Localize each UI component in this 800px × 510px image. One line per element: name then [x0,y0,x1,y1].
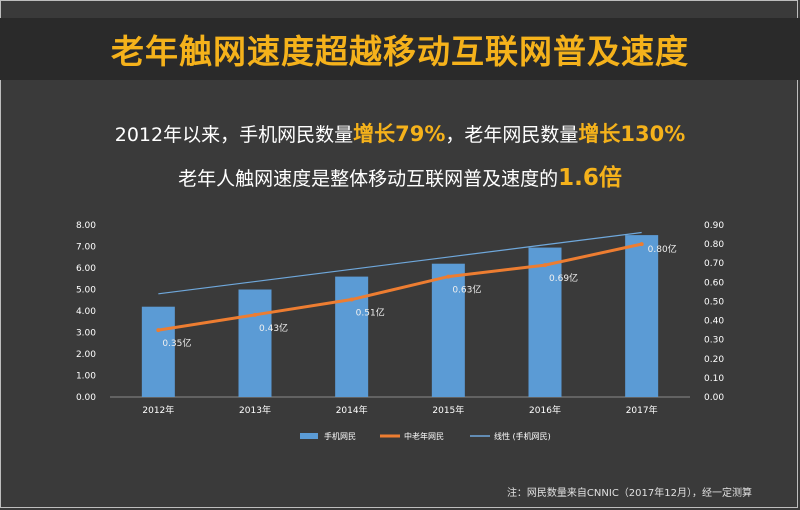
y-left-tick-label: 6.00 [76,264,96,274]
y-left-tick-label: 7.00 [76,243,96,253]
y-left-tick-label: 0.00 [76,393,96,403]
y-right-tick-label: 0.50 [704,297,724,307]
combo-chart: 0.00 1.00 2.00 3.00 4.00 5.00 6.00 7.00 8.00 0.00… [76,221,724,441]
x-tick-label: 2012年 [142,404,174,416]
subtitle-text-a: 2012年以来，手机网民数量 [114,124,354,146]
y-right-tick-label: 0.90 [704,221,724,231]
elder-netizens-point [349,297,354,302]
legend-swatch-mobile [300,433,318,439]
legend-label: 手机网民 [324,431,356,441]
bar-mobile-netizens [431,263,465,397]
highlight-ratio: 1.6倍 [558,165,622,191]
highlight-mobile-growth: 增长79% [353,122,446,146]
x-tick-label: 2015年 [432,404,464,416]
y-left-tick-label: 1.00 [76,372,96,382]
y-right-tick-label: 0.00 [704,393,724,403]
source-note: 注：网民数量来自CNNIC（2017年12月），经一定测算 [506,488,752,499]
trend-line [158,231,642,295]
bar-mobile-netizens [238,289,272,397]
y-left-tick-label: 5.00 [76,286,96,296]
y-left-tick-label: 3.00 [76,329,96,339]
y-left-tick-label: 4.00 [76,307,96,317]
elder-netizens-line [158,242,642,332]
x-tick-label: 2016年 [529,404,561,416]
bar-mobile-netizens [528,247,562,397]
elder-netizens-point [253,312,257,317]
data-label: 0.80亿 [648,243,677,255]
y-right-tick-label: 0.30 [704,336,724,346]
x-tick-label: 2017年 [626,404,658,416]
y-left-tick-label: 2.00 [76,350,96,360]
elder-netizens-point [543,263,547,268]
data-label: 0.51亿 [356,307,385,319]
elder-netizens-point [446,274,451,279]
x-tick-label: 2013年 [239,404,271,416]
y-right-tick-label: 0.40 [704,317,724,327]
subtitle-line-2: 老年人触网速度是整体移动互联网普及速度的1.6倍 [0,158,800,192]
y-left-tick-label: 8.00 [76,221,96,231]
page-title: 老年触网速度超越移动互联网普及速度 [111,32,689,71]
y-right-tick-label: 0.60 [704,278,724,288]
title-band: 老年触网速度超越移动互联网普及速度 [0,18,800,80]
subtitle-line-1: 2012年以来，手机网民数量增长79%，老年网民数量增长130% [0,118,800,148]
data-label: 0.69亿 [549,272,578,284]
legend-label: 中老年网民 [404,431,444,441]
y-right-tick-label: 0.80 [704,240,724,250]
bar-mobile-netizens [141,306,175,397]
subtitle-text-b: ，老年网民数量 [445,124,579,146]
data-label: 0.43亿 [259,322,288,334]
y-right-tick-label: 0.20 [704,355,724,365]
y-right-tick-label: 0.10 [704,374,724,384]
bar-mobile-netizens [625,235,659,397]
data-label: 0.35亿 [162,337,191,349]
bar-mobile-netizens [335,276,369,397]
x-tick-label: 2014年 [336,404,368,416]
y-right-tick-label: 0.70 [704,259,724,269]
elder-netizens-point [639,242,644,247]
subtitle-text-c: 老年人触网速度是整体移动互联网普及速度的 [178,168,559,190]
legend-label: 线性 (手机网民) [494,431,551,441]
elder-netizens-point [156,328,161,333]
highlight-elder-growth: 增长130% [578,122,686,146]
data-label: 0.63亿 [452,284,481,296]
